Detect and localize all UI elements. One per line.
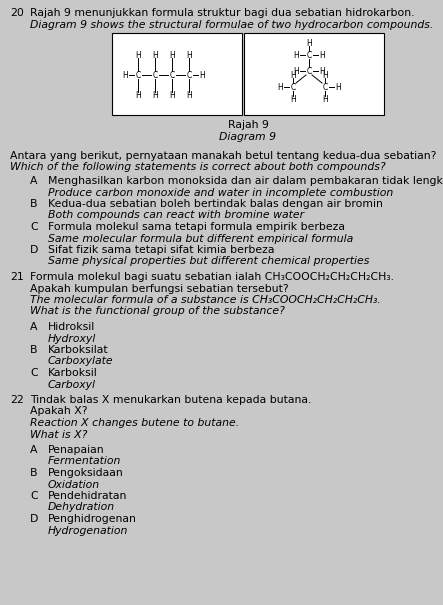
Text: H: H xyxy=(290,71,296,79)
Text: Fermentation: Fermentation xyxy=(48,457,121,466)
Text: H: H xyxy=(322,94,328,103)
Bar xyxy=(112,33,242,115)
Text: D: D xyxy=(30,514,39,524)
Text: Both compounds can react with bromine water: Both compounds can react with bromine wa… xyxy=(48,211,304,220)
Text: H: H xyxy=(135,50,141,59)
Text: Hydrogenation: Hydrogenation xyxy=(48,526,128,535)
Text: Apakah X?: Apakah X? xyxy=(30,407,88,416)
Text: Karboksil: Karboksil xyxy=(48,368,98,378)
Text: Rajah 9 menunjukkan formula struktur bagi dua sebatian hidrokarbon.: Rajah 9 menunjukkan formula struktur bag… xyxy=(30,8,415,18)
Text: C: C xyxy=(30,222,38,232)
Text: H: H xyxy=(186,50,192,59)
Text: B: B xyxy=(30,468,38,478)
Text: Pendehidratan: Pendehidratan xyxy=(48,491,128,501)
Text: Antara yang berikut, pernyataan manakah betul tentang kedua-dua sebatian?: Antara yang berikut, pernyataan manakah … xyxy=(10,151,436,161)
Text: Rajah 9: Rajah 9 xyxy=(228,120,268,130)
Text: C: C xyxy=(136,71,140,79)
Text: H: H xyxy=(322,71,328,79)
Text: A: A xyxy=(30,176,38,186)
Text: Same physical properties but different chemical properties: Same physical properties but different c… xyxy=(48,257,369,266)
Text: Dehydration: Dehydration xyxy=(48,503,115,512)
Text: H: H xyxy=(169,50,175,59)
Text: C: C xyxy=(307,67,311,76)
Text: H: H xyxy=(152,91,158,99)
Text: Oxidation: Oxidation xyxy=(48,480,100,489)
Text: B: B xyxy=(30,345,38,355)
Text: Karboksilat: Karboksilat xyxy=(48,345,109,355)
Text: What is the functional group of the substance?: What is the functional group of the subs… xyxy=(30,307,285,316)
Text: H: H xyxy=(186,91,192,99)
Text: B: B xyxy=(30,199,38,209)
Text: H: H xyxy=(135,91,141,99)
Text: The molecular formula of a substance is CH₃COOCH₂CH₂CH₂CH₃.: The molecular formula of a substance is … xyxy=(30,295,381,305)
Text: C: C xyxy=(169,71,175,79)
Text: Formula molekul sama tetapi formula empirik berbeza: Formula molekul sama tetapi formula empi… xyxy=(48,222,345,232)
Text: Hidroksil: Hidroksil xyxy=(48,322,95,332)
Bar xyxy=(244,33,384,115)
Text: Kedua-dua sebatian boleh bertindak balas dengan air bromin: Kedua-dua sebatian boleh bertindak balas… xyxy=(48,199,383,209)
Text: 22: 22 xyxy=(10,395,24,405)
Text: Sifat fizik sama tetapi sifat kimia berbeza: Sifat fizik sama tetapi sifat kimia berb… xyxy=(48,245,275,255)
Text: D: D xyxy=(30,245,39,255)
Text: Produce carbon monoxide and water in incomplete combustion: Produce carbon monoxide and water in inc… xyxy=(48,188,393,197)
Text: What is X?: What is X? xyxy=(30,430,87,439)
Text: Carboxyl: Carboxyl xyxy=(48,379,96,390)
Text: Menghasilkan karbon monoksida dan air dalam pembakaran tidak lengkap: Menghasilkan karbon monoksida dan air da… xyxy=(48,176,443,186)
Text: H: H xyxy=(169,91,175,99)
Text: C: C xyxy=(30,368,38,378)
Text: Pengoksidaan: Pengoksidaan xyxy=(48,468,124,478)
Text: H: H xyxy=(122,71,128,79)
Text: Diagram 9: Diagram 9 xyxy=(219,131,276,142)
Text: Carboxylate: Carboxylate xyxy=(48,356,113,367)
Text: C: C xyxy=(187,71,192,79)
Text: C: C xyxy=(323,82,328,91)
Text: Diagram 9 shows the structural formulae of two hydrocarbon compounds.: Diagram 9 shows the structural formulae … xyxy=(30,19,433,30)
Text: A: A xyxy=(30,445,38,455)
Text: Apakah kumpulan berfungsi sebatian tersebut?: Apakah kumpulan berfungsi sebatian terse… xyxy=(30,284,289,293)
Text: H: H xyxy=(335,82,341,91)
Text: H: H xyxy=(293,50,299,59)
Text: Formula molekul bagi suatu sebatian ialah CH₃COOCH₂CH₂CH₂CH₃.: Formula molekul bagi suatu sebatian iala… xyxy=(30,272,394,282)
Text: Same molecular formula but different empirical formula: Same molecular formula but different emp… xyxy=(48,234,353,243)
Text: 20: 20 xyxy=(10,8,24,18)
Text: Penapaian: Penapaian xyxy=(48,445,105,455)
Text: H: H xyxy=(199,71,205,79)
Text: C: C xyxy=(152,71,158,79)
Text: C: C xyxy=(307,50,311,59)
Text: H: H xyxy=(293,67,299,76)
Text: Which of the following statements is correct about both compounds?: Which of the following statements is cor… xyxy=(10,163,385,172)
Text: Hydroxyl: Hydroxyl xyxy=(48,333,96,344)
Text: A: A xyxy=(30,322,38,332)
Text: H: H xyxy=(306,39,312,48)
Text: Reaction X changes butene to butane.: Reaction X changes butene to butane. xyxy=(30,418,239,428)
Text: H: H xyxy=(152,50,158,59)
Text: H: H xyxy=(290,94,296,103)
Text: C: C xyxy=(290,82,295,91)
Text: Penghidrogenan: Penghidrogenan xyxy=(48,514,137,524)
Text: C: C xyxy=(30,491,38,501)
Text: 21: 21 xyxy=(10,272,24,282)
Text: H: H xyxy=(277,82,283,91)
Text: Tindak balas X menukarkan butena kepada butana.: Tindak balas X menukarkan butena kepada … xyxy=(30,395,311,405)
Text: H: H xyxy=(319,50,325,59)
Text: H: H xyxy=(319,67,325,76)
